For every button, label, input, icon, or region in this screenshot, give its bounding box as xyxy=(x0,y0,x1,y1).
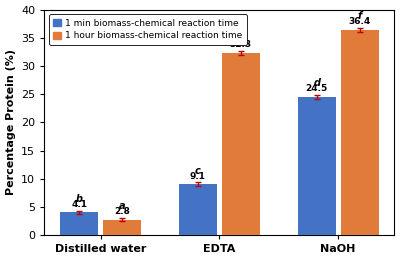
Text: 32.3: 32.3 xyxy=(230,40,252,49)
Text: 2.8: 2.8 xyxy=(114,207,130,216)
Text: 4.1: 4.1 xyxy=(71,200,87,209)
Bar xyxy=(103,220,141,235)
Y-axis label: Percentage Protein (%): Percentage Protein (%) xyxy=(6,49,16,196)
Text: 9.1: 9.1 xyxy=(190,172,206,181)
Bar xyxy=(222,53,260,235)
Bar xyxy=(298,97,336,235)
Text: c: c xyxy=(195,166,201,176)
Text: f: f xyxy=(357,11,362,21)
Bar xyxy=(179,184,217,235)
Text: 24.5: 24.5 xyxy=(306,84,328,93)
Text: e: e xyxy=(238,34,244,44)
Legend: 1 min biomass-chemical reaction time, 1 hour biomass-chemical reaction time: 1 min biomass-chemical reaction time, 1 … xyxy=(49,14,247,45)
Bar xyxy=(340,30,378,235)
Text: 36.4: 36.4 xyxy=(348,17,371,26)
Bar xyxy=(60,212,98,235)
Text: b: b xyxy=(76,194,83,204)
Text: d: d xyxy=(313,78,320,88)
Text: a: a xyxy=(119,201,125,211)
